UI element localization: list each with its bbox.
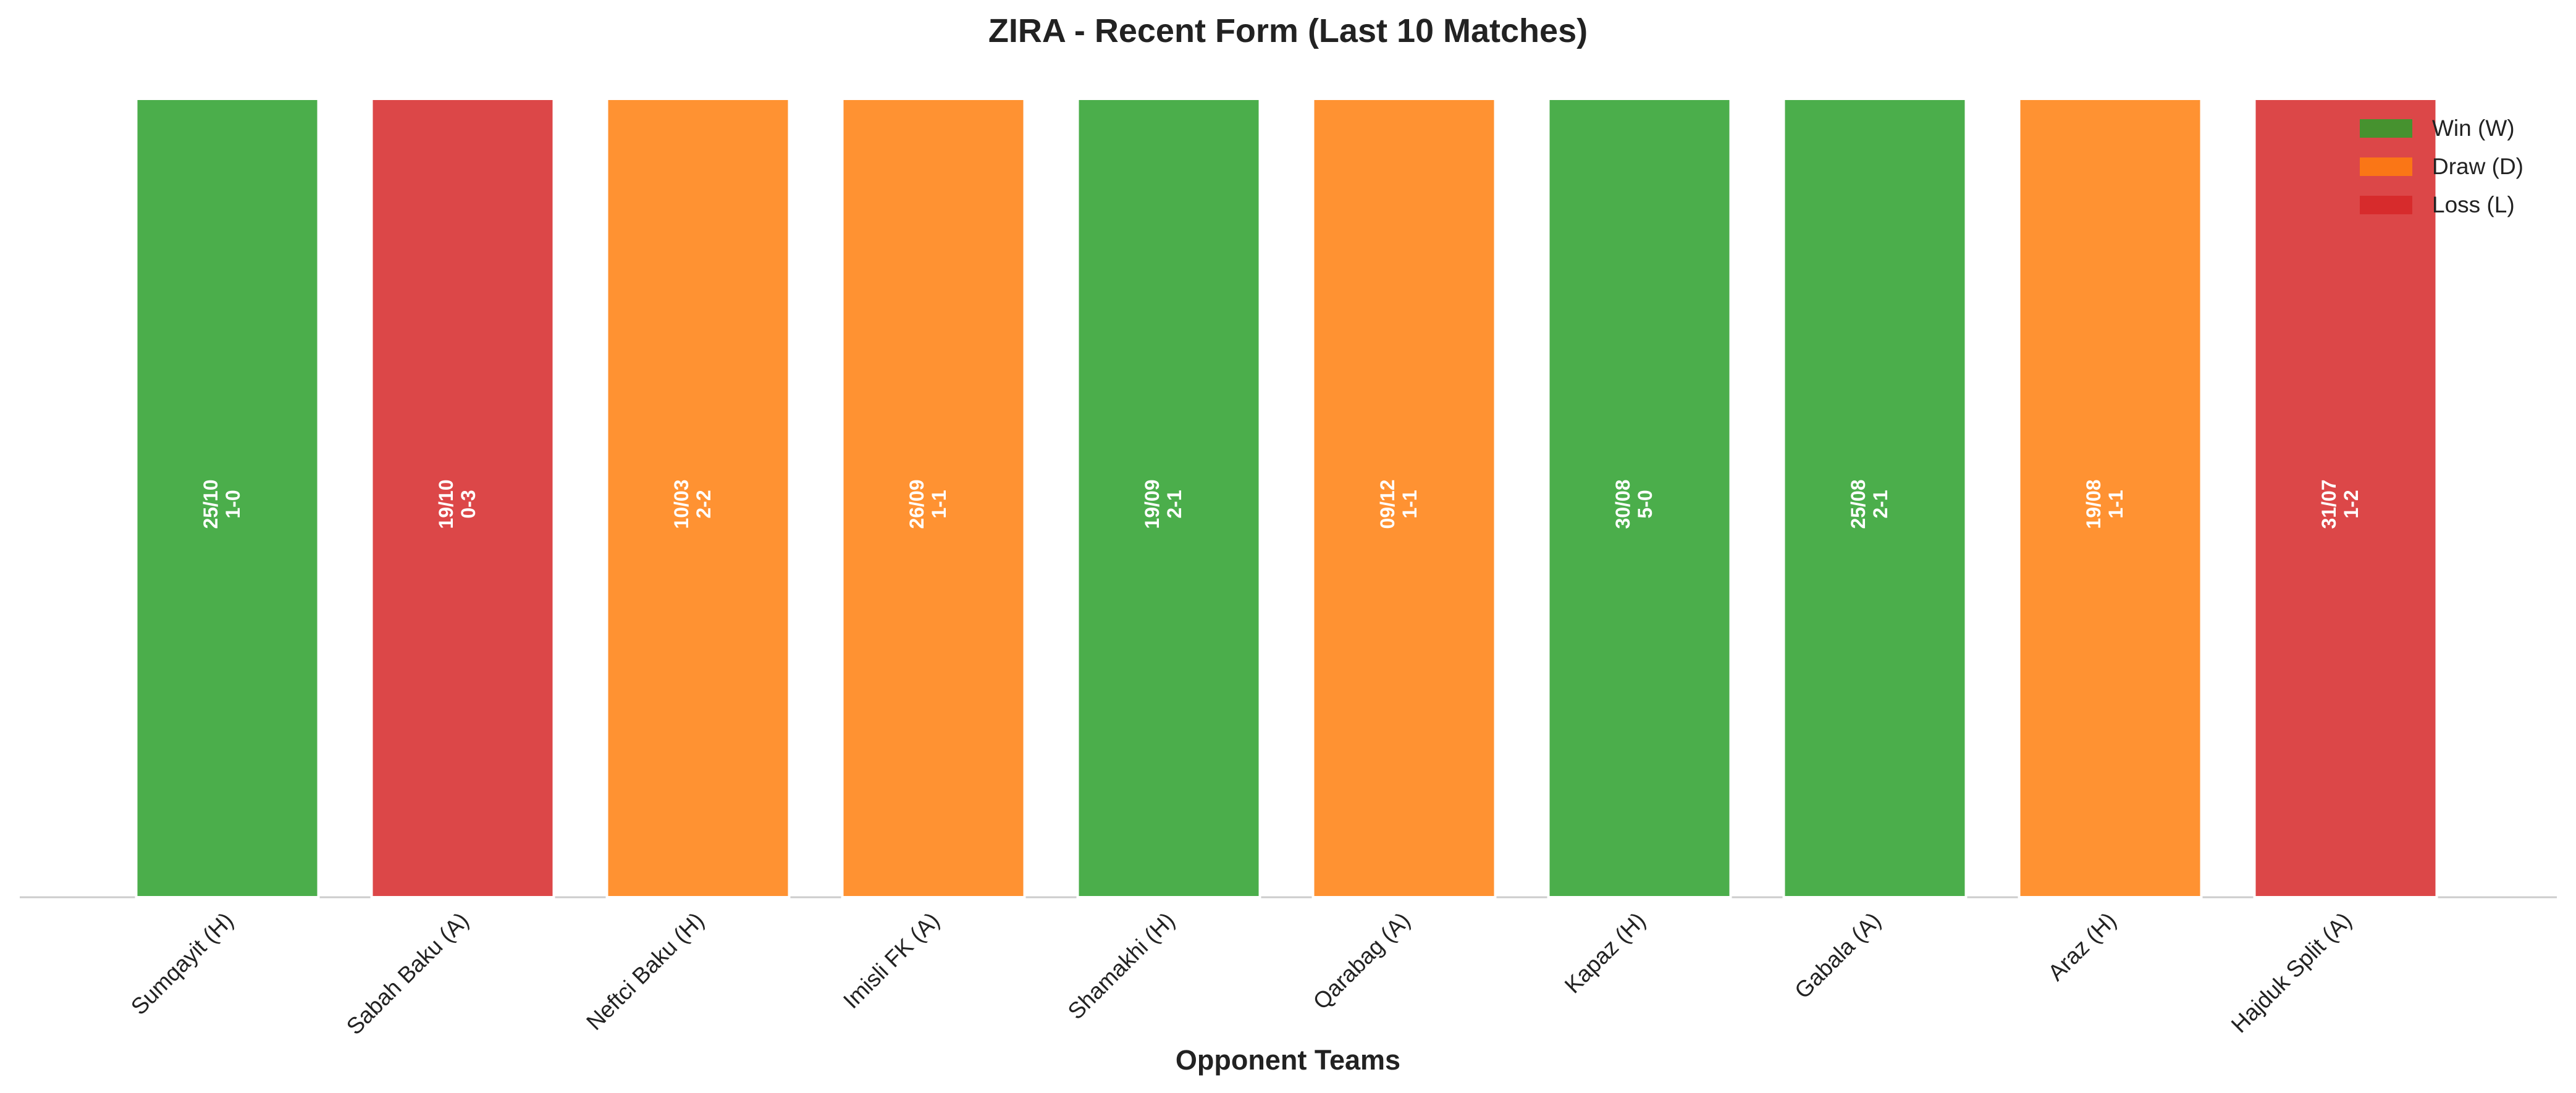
bar-score-label: 1-0 <box>222 490 244 518</box>
bar-date-label: 09/12 <box>1376 479 1399 529</box>
x-tick-label: Sumqayit (H) <box>126 908 238 1020</box>
x-tick-label: Sabah Baku (A) <box>342 908 474 1040</box>
bar <box>1782 98 1968 898</box>
bar-date-label: 26/09 <box>906 479 928 529</box>
bar-score-label: 1-2 <box>2340 490 2362 518</box>
x-tick-label: Hajduk Split (A) <box>2226 908 2357 1038</box>
chart-title: ZIRA - Recent Form (Last 10 Matches) <box>988 12 1588 49</box>
bar-date-label: 25/08 <box>1847 479 1869 529</box>
legend-label: Win (W) <box>2432 115 2515 141</box>
bar-score-label: 2-1 <box>1163 490 1185 518</box>
x-tick-label: Gabala (A) <box>1790 908 1886 1004</box>
bar-score-label: 2-1 <box>1869 490 1892 518</box>
bar <box>1547 98 1732 898</box>
bar-date-label: 10/03 <box>670 479 692 529</box>
legend-label: Draw (D) <box>2432 154 2523 179</box>
bar <box>2018 98 2203 898</box>
bar-score-label: 1-1 <box>928 490 950 518</box>
bar-score-label: 5-0 <box>1634 490 1656 518</box>
legend-swatch <box>2360 119 2412 138</box>
bar-date-label: 31/07 <box>2318 479 2340 529</box>
bar-date-label: 19/09 <box>1141 479 1163 529</box>
legend-swatch <box>2360 157 2412 176</box>
bar <box>2253 98 2438 898</box>
bar <box>1311 98 1497 898</box>
legend-swatch <box>2360 196 2412 214</box>
bar-date-label: 19/10 <box>435 479 457 529</box>
bar-score-label: 2-2 <box>692 490 715 518</box>
x-tick-label: Araz (H) <box>2043 908 2121 986</box>
bar <box>1076 98 1261 898</box>
bar-score-label: 0-3 <box>457 490 479 518</box>
bar-score-label: 1-1 <box>1399 490 1421 518</box>
bar <box>605 98 791 898</box>
bar-date-label: 19/08 <box>2082 479 2105 529</box>
bar <box>370 98 555 898</box>
legend-label: Loss (L) <box>2432 192 2515 217</box>
bar <box>841 98 1026 898</box>
x-tick-label: Shamakhi (H) <box>1063 908 1180 1024</box>
bar-date-label: 30/08 <box>1612 479 1634 529</box>
x-tick-label: Imisli FK (A) <box>838 908 944 1013</box>
x-tick-label: Kapaz (H) <box>1560 908 1651 999</box>
x-tick-label: Neftci Baku (H) <box>581 908 709 1035</box>
bar-score-label: 1-1 <box>2105 490 2127 518</box>
bar <box>135 98 320 898</box>
x-tick-label: Qarabag (A) <box>1308 908 1415 1015</box>
x-axis-label: Opponent Teams <box>1176 1044 1400 1076</box>
bar-date-label: 25/10 <box>200 479 222 529</box>
